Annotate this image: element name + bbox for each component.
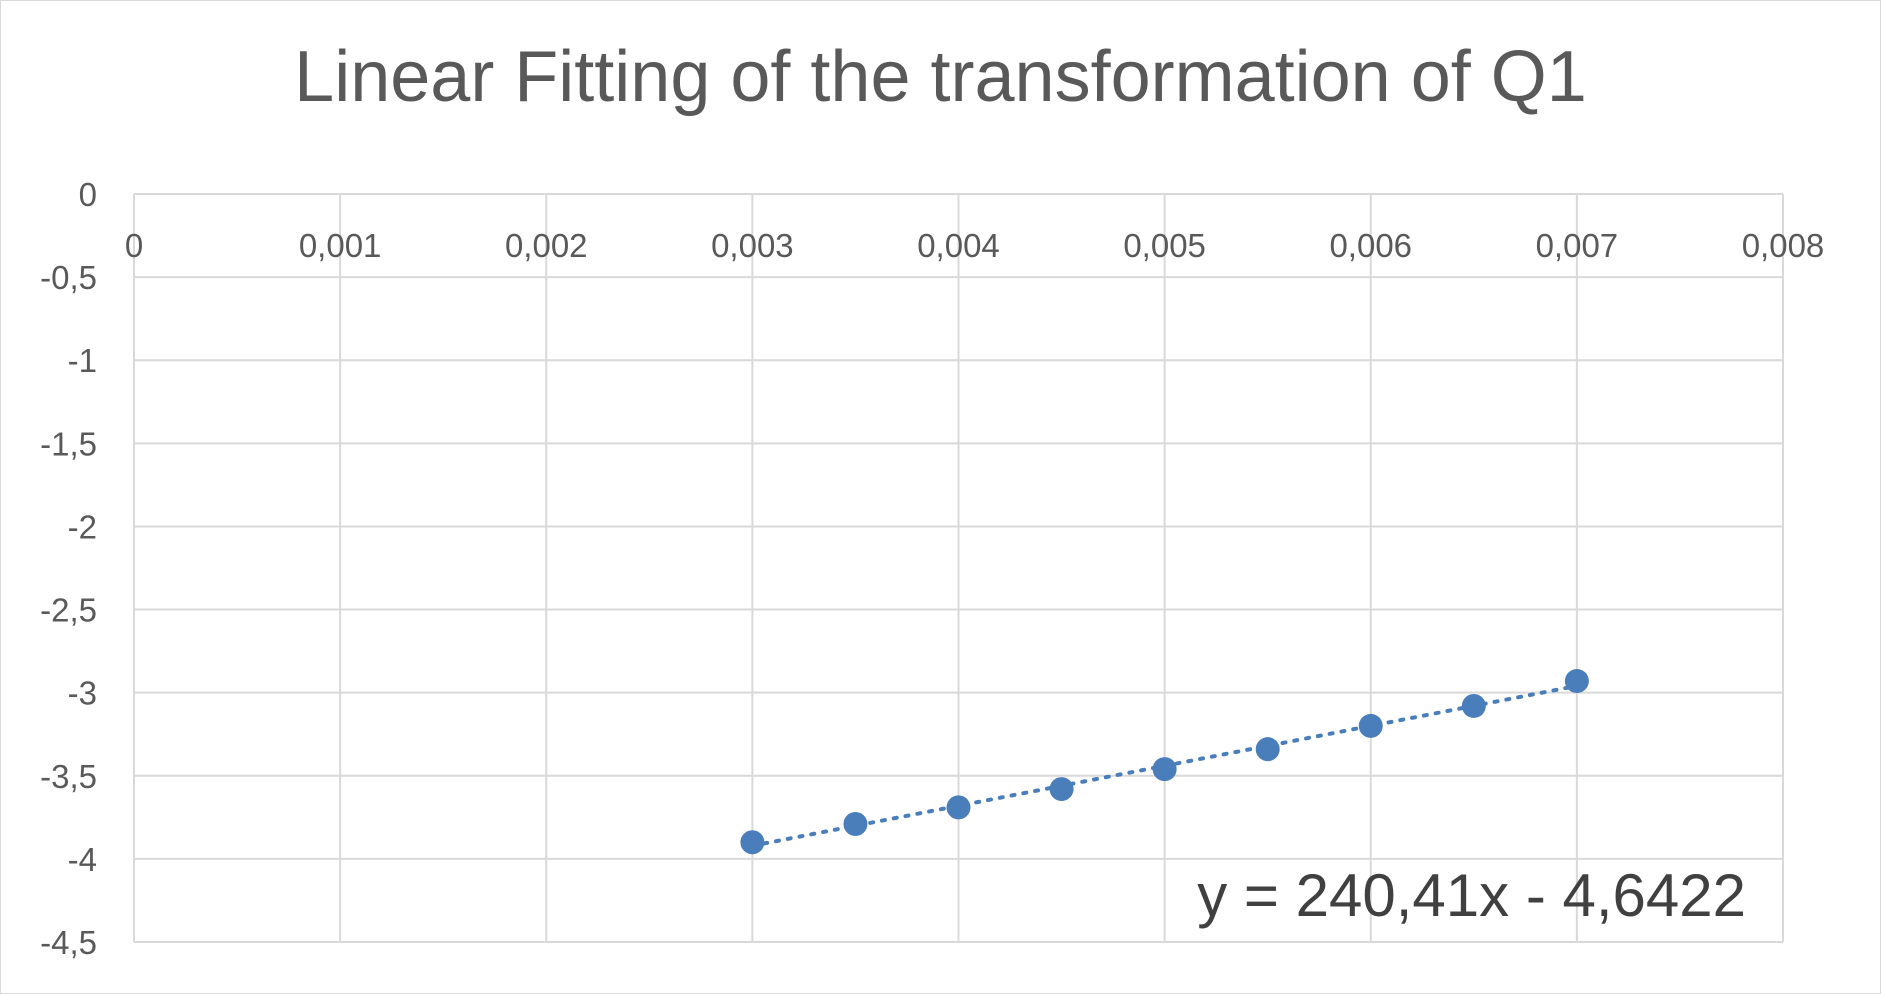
x-tick-label: 0,002 — [505, 227, 588, 264]
data-point — [1564, 669, 1589, 694]
data-point — [740, 830, 765, 855]
data-point — [1255, 737, 1280, 762]
data-point — [946, 795, 971, 820]
y-tick-label: -1,5 — [40, 425, 97, 462]
data-point — [1049, 777, 1074, 802]
chart-title: Linear Fitting of the transformation of … — [294, 37, 1587, 117]
trendline-equation: y = 240,41x - 4,6422 — [1197, 862, 1746, 929]
data-point — [843, 811, 868, 836]
y-tick-label: 0 — [79, 176, 97, 213]
x-tick-label: 0,005 — [1123, 227, 1206, 264]
data-point — [1461, 693, 1486, 718]
x-tick-label: 0,004 — [917, 227, 1000, 264]
x-tick-label: 0,007 — [1536, 227, 1619, 264]
y-tick-label: -1 — [68, 342, 97, 379]
x-tick-label: 0,001 — [299, 227, 382, 264]
y-tick-label: -4,5 — [40, 924, 97, 961]
y-tick-label: -3 — [68, 675, 97, 712]
x-tick-label: 0,006 — [1329, 227, 1412, 264]
y-tick-label: -4 — [68, 841, 97, 878]
y-tick-label: -2 — [68, 508, 97, 545]
x-tick-label: 0,008 — [1742, 227, 1825, 264]
data-point — [1358, 713, 1383, 738]
y-tick-label: -2,5 — [40, 592, 97, 629]
y-tick-label: -0,5 — [40, 259, 97, 296]
x-tick-label: 0,003 — [711, 227, 794, 264]
x-tick-label: 0 — [125, 227, 143, 264]
y-tick-label: -3,5 — [40, 758, 97, 795]
data-point — [1152, 757, 1177, 782]
